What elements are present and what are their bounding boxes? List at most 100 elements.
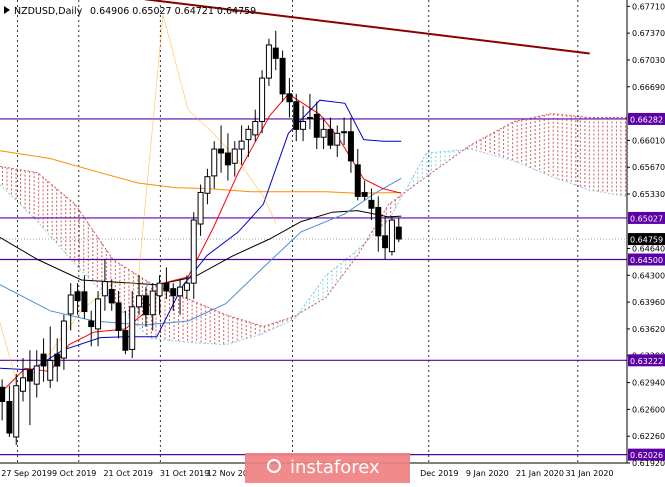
ichimoku-cloud	[0, 113, 628, 346]
y-tick-label: 0.62600	[632, 405, 665, 414]
candle-body	[231, 148, 238, 164]
level-label: 0.62026	[630, 451, 663, 460]
symbol-label: NZDUSD,Daily	[14, 6, 83, 17]
candle-body	[388, 219, 395, 253]
candle-body	[300, 120, 307, 130]
candle-body	[368, 199, 375, 209]
candle-body	[334, 132, 341, 146]
candle-body	[81, 291, 88, 313]
candle-body	[347, 131, 354, 162]
y-tick-label: 0.63960	[632, 298, 665, 307]
candle-body	[177, 286, 184, 297]
candle-body	[20, 377, 27, 392]
candle-body	[149, 290, 156, 316]
level-label: 0.63222	[630, 357, 663, 366]
y-tick-label: 0.66010	[632, 136, 665, 145]
y-tick-label: 0.65670	[632, 163, 665, 172]
ma-line	[0, 177, 402, 326]
candle-body	[95, 298, 102, 330]
candle-body	[218, 148, 225, 154]
candle-body	[0, 386, 6, 402]
y-tick-label: 0.64640	[632, 244, 665, 253]
x-tick-label: 9 Jan 2020	[466, 469, 509, 478]
level-tag	[628, 211, 665, 224]
candle-body	[6, 400, 13, 434]
y-tick-label: 0.67030	[632, 56, 665, 65]
y-tick-label: 0.66690	[632, 83, 665, 92]
y-tick-label: 0.62940	[632, 379, 665, 388]
candle-body	[183, 282, 190, 291]
trendline-layer	[144, 0, 590, 55]
candle-body	[74, 291, 81, 302]
candle-body	[136, 295, 143, 308]
dropdown-triangle-icon[interactable]	[4, 6, 10, 14]
candle-body	[211, 148, 218, 177]
y-tick-label: 0.67370	[632, 29, 665, 38]
candle-body	[142, 295, 149, 316]
candle-body	[47, 359, 54, 381]
candle-body	[197, 191, 204, 225]
watermark: instaforex	[245, 453, 410, 483]
candle-body	[115, 302, 122, 331]
level-label: 0.65027	[630, 214, 663, 223]
candle-body	[252, 120, 259, 136]
candle-body	[354, 164, 361, 197]
candle-body	[341, 131, 348, 134]
y-tick-label: 0.62260	[632, 432, 665, 441]
candle-body	[245, 128, 252, 141]
x-tick-label: Dec 2019	[420, 469, 458, 478]
level-tag	[628, 448, 665, 461]
candle-body	[122, 329, 129, 351]
candle-body	[375, 206, 382, 237]
y-tick-label: 0.67710	[632, 2, 665, 11]
symbol-header: NZDUSD,Daily 0.64906 0.65027 0.64721 0.6…	[4, 6, 256, 17]
candle-body	[54, 353, 61, 367]
x-tick-label: 9 Oct 2019	[52, 469, 96, 478]
x-axis-labels: 27 Sep 2019 9 Oct 2019 21 Oct 2019 31 Oct 2…	[1, 469, 613, 478]
watermark-band	[245, 453, 410, 483]
candle-body	[204, 176, 211, 194]
candle-body	[88, 320, 95, 328]
level-tag	[628, 354, 665, 367]
current-price-label: 0.64759	[630, 236, 663, 245]
x-tick-label: 21 Jan 2020	[516, 469, 564, 478]
indicator-lines	[0, 14, 402, 394]
candle-body	[156, 282, 163, 297]
candle-body	[60, 320, 67, 359]
x-tick-label: 21 Oct 2019	[103, 469, 152, 478]
candle-body	[382, 235, 389, 249]
candle-body	[129, 306, 136, 350]
candle-body	[40, 353, 47, 367]
current-price-tag	[628, 233, 665, 246]
candle-body	[361, 191, 368, 197]
x-tick-label: 31 Jan 2020	[566, 469, 614, 478]
candle-body	[327, 128, 334, 146]
watermark-logo-icon	[267, 459, 281, 473]
candle-body	[26, 369, 33, 382]
candle-body	[279, 57, 286, 95]
level-tag	[628, 112, 665, 125]
candle-body	[272, 47, 279, 59]
candle-body	[313, 113, 320, 138]
level-label: 0.64500	[630, 256, 663, 265]
candles	[0, 30, 402, 445]
y-tick-label: 0.61920	[632, 459, 665, 468]
candle-body	[224, 152, 231, 166]
candle-body	[13, 385, 20, 438]
level-label: 0.66282	[630, 115, 663, 124]
candle-body	[67, 294, 74, 315]
kijun-line	[0, 99, 402, 371]
y-tick-label: 0.63620	[632, 325, 665, 334]
candle-body	[238, 140, 245, 150]
vertical-grid	[17, 0, 579, 463]
candle-body	[101, 281, 108, 297]
watermark-text: instaforex	[290, 457, 380, 478]
candle-body	[306, 117, 313, 120]
candle-body	[286, 93, 293, 103]
y-tick-label: 0.65330	[632, 190, 665, 199]
candle-body	[108, 288, 115, 304]
ma-line	[0, 210, 402, 286]
